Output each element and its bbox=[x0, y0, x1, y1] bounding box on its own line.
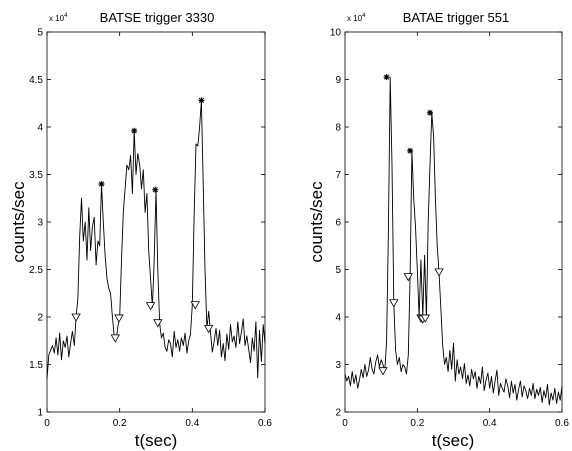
valley-marker bbox=[147, 303, 155, 310]
y-tick-label: 3 bbox=[37, 218, 43, 229]
x-tick-label: 0.4 bbox=[185, 418, 199, 429]
y-tick-label: 1 bbox=[37, 408, 43, 419]
plot-frame bbox=[47, 32, 265, 412]
y-axis-label-right: counts/sec bbox=[307, 181, 326, 263]
x-axis-label-right: t(sec) bbox=[432, 431, 475, 450]
x-tick-label: 0.6 bbox=[258, 418, 272, 429]
plot-area-right: 0 0.2 0.4 0.6 2 3 4 5 6 7 8 9 10 bbox=[330, 28, 570, 430]
y-tick-label: 3.5 bbox=[29, 170, 43, 181]
chart-right: BATAE trigger 551 x 104 counts/sec t(sec… bbox=[307, 10, 569, 450]
valley-marker bbox=[72, 314, 80, 321]
x-tick-label: 0.4 bbox=[483, 418, 497, 429]
series-line bbox=[345, 77, 562, 405]
valley-marker bbox=[205, 325, 213, 332]
peak-marker bbox=[131, 128, 137, 134]
y-tick-label: 3 bbox=[335, 360, 341, 371]
y-tick-label: 5 bbox=[37, 28, 43, 39]
y-tick-label: 10 bbox=[330, 28, 342, 39]
valley-marker bbox=[390, 300, 398, 307]
valley-marker bbox=[154, 320, 162, 327]
y-axis-label-left: counts/sec bbox=[9, 181, 28, 263]
y-tick-label: 1.5 bbox=[29, 360, 43, 371]
y-tick-label: 9 bbox=[335, 75, 341, 86]
y-tick-label: 2.5 bbox=[29, 265, 43, 276]
valley-marker bbox=[379, 368, 387, 375]
plot-area-left: 0 0.2 0.4 0.6 1 1.5 2 2.5 3 3.5 4 4.5 5 bbox=[29, 28, 272, 430]
valley-marker bbox=[115, 315, 123, 322]
peak-marker bbox=[407, 148, 413, 154]
y-tick-label: 6 bbox=[335, 218, 341, 229]
y-multiplier-left: x 104 bbox=[49, 13, 68, 23]
y-tick-label: 4 bbox=[335, 313, 341, 324]
chart-title-left: BATSE trigger 3330 bbox=[100, 10, 215, 25]
peak-marker bbox=[198, 97, 204, 103]
chart-left: BATSE trigger 3330 x 104 counts/sec t(se… bbox=[9, 10, 272, 450]
peak-marker bbox=[152, 187, 158, 193]
y-tick-label: 4.5 bbox=[29, 75, 43, 86]
y-tick-label: 2 bbox=[37, 313, 43, 324]
x-tick-label: 0.2 bbox=[113, 418, 127, 429]
peak-marker bbox=[99, 181, 105, 187]
y-tick-label: 2 bbox=[335, 408, 341, 419]
series-line bbox=[47, 100, 265, 378]
x-tick-label: 0.6 bbox=[555, 418, 569, 429]
y-multiplier-right: x 104 bbox=[347, 13, 366, 23]
valley-marker bbox=[404, 274, 412, 281]
x-tick-label: 0 bbox=[44, 418, 50, 429]
valley-marker bbox=[435, 269, 443, 276]
y-tick-label: 4 bbox=[37, 123, 43, 134]
valley-marker bbox=[111, 335, 119, 342]
y-tick-label: 8 bbox=[335, 123, 341, 134]
peak-marker bbox=[384, 74, 390, 80]
chart-title-right: BATAE trigger 551 bbox=[403, 10, 509, 25]
y-tick-label: 7 bbox=[335, 170, 341, 181]
x-tick-label: 0.2 bbox=[410, 418, 424, 429]
x-axis-label-left: t(sec) bbox=[135, 431, 178, 450]
peak-marker bbox=[427, 110, 433, 116]
y-tick-label: 5 bbox=[335, 265, 341, 276]
x-tick-label: 0 bbox=[342, 418, 348, 429]
